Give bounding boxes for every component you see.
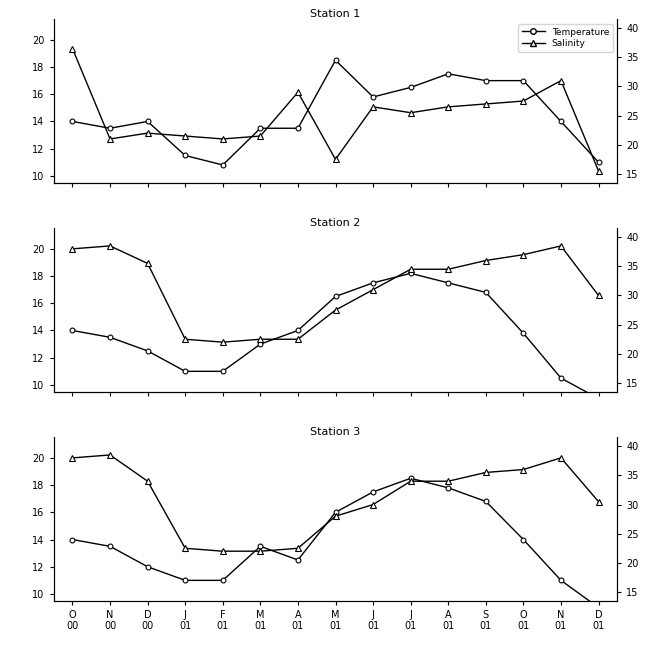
Legend: Temperature, Salinity: Temperature, Salinity	[519, 24, 613, 52]
Title: Station 2: Station 2	[310, 218, 361, 227]
Title: Station 1: Station 1	[311, 8, 360, 19]
Title: Station 3: Station 3	[311, 427, 360, 437]
